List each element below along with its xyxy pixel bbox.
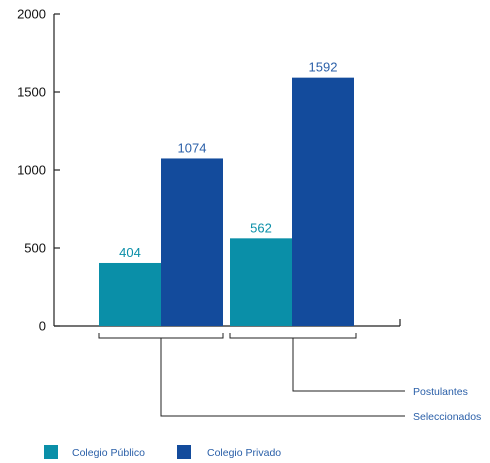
legend-swatch <box>44 445 58 459</box>
bar-value-label: 562 <box>250 220 272 235</box>
bar <box>99 262 161 326</box>
y-tick-label: 500 <box>24 241 46 256</box>
legend-label: Colegio Público <box>72 447 145 459</box>
y-tick-label: 1500 <box>17 85 46 100</box>
bar-value-label: 1074 <box>178 140 207 155</box>
bar <box>230 238 292 326</box>
category-brackets: Postulantes Seleccionados <box>98 333 481 423</box>
bar-value-label: 1592 <box>309 60 338 75</box>
annotation-seleccionados: Seleccionados <box>413 411 481 423</box>
legend-label: Colegio Privado <box>207 447 281 459</box>
legend-swatch <box>177 445 191 459</box>
bar <box>161 158 223 326</box>
leader-line <box>160 338 405 417</box>
annotation-postulantes: Postulantes <box>413 386 468 398</box>
y-tick-label: 1000 <box>17 163 46 178</box>
data-labels: 404 1074 562 1592 <box>119 60 337 260</box>
group-bracket <box>98 333 224 339</box>
group-bracket <box>229 333 357 339</box>
leader-line <box>292 338 405 392</box>
y-tick-label: 0 <box>39 319 46 334</box>
y-tick-label: 2000 <box>17 7 46 22</box>
legend: Colegio Público Colegio Privado <box>44 445 281 459</box>
bar-value-label: 404 <box>119 245 141 260</box>
bars <box>99 77 354 326</box>
bar <box>292 77 354 326</box>
